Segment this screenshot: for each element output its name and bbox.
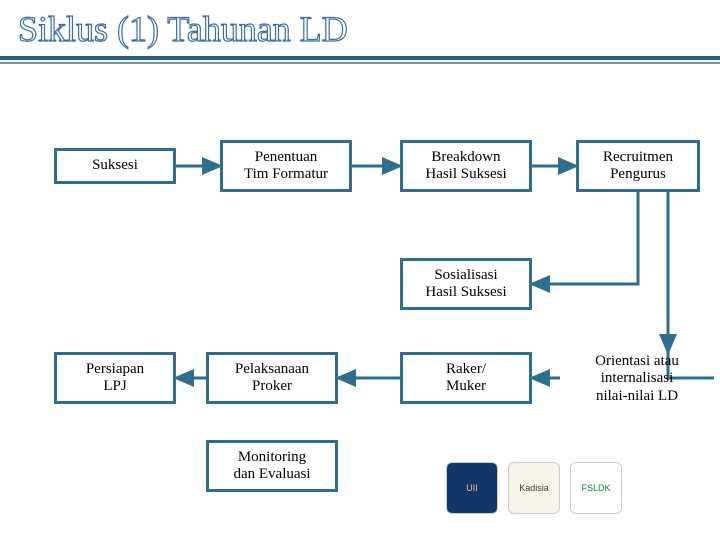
footer-logos: UIIKadisiaFSLDK (446, 462, 622, 514)
title-rule (0, 56, 720, 64)
page-title: Siklus (1) Tahunan LD (18, 8, 348, 50)
flow-node-raker: Raker/Muker (400, 352, 532, 404)
flow-node-suksesi: Suksesi (54, 148, 176, 184)
flow-node-pelaksanaan: PelaksanaanProker (206, 352, 338, 404)
logo-fsldk: FSLDK (570, 462, 622, 514)
logo-kadisia: Kadisia (508, 462, 560, 514)
flow-node-recruit: RecruitmenPengurus (576, 140, 700, 192)
flow-node-breakdown: BreakdownHasil Suksesi (400, 140, 532, 192)
logo-uii: UII (446, 462, 498, 514)
flowchart-arrows (0, 0, 720, 540)
flow-node-monitoring: Monitoringdan Evaluasi (206, 440, 338, 492)
flow-node-persiapan: PersiapanLPJ (54, 352, 176, 404)
flow-node-penentuan: PenentuanTim Formatur (220, 140, 352, 192)
flow-node-orientasi: Orientasi atauinternalisasinilai-nilai L… (560, 348, 714, 410)
flow-node-sosialisasi: SosialisasiHasil Suksesi (400, 258, 532, 310)
